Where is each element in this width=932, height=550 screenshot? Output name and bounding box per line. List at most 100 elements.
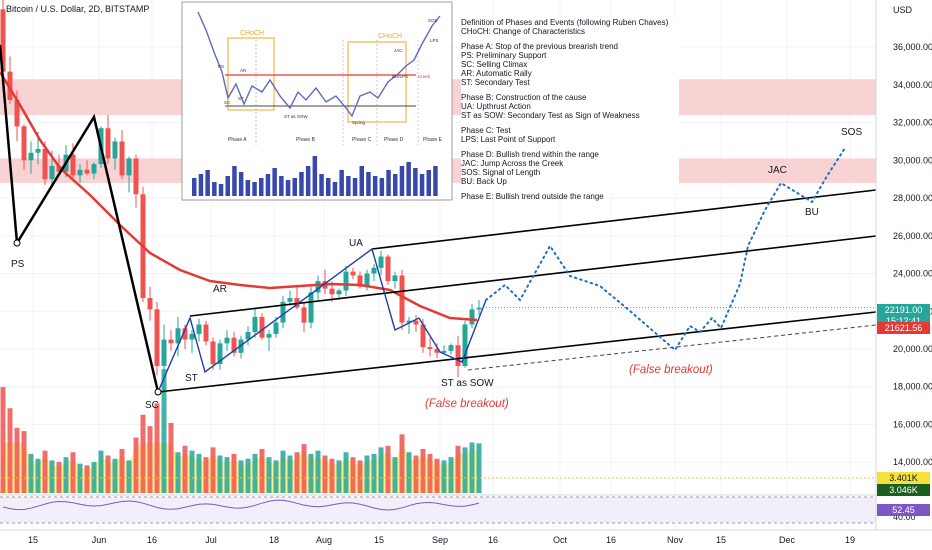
volume-bar	[301, 444, 307, 493]
inset-volume-bar	[245, 180, 251, 196]
candle-body	[364, 273, 370, 287]
last-price-tag: 22191.00	[877, 304, 930, 316]
volume-bar	[343, 452, 349, 493]
volume-bar	[105, 455, 111, 493]
y-tick-label: 14,000.000	[893, 457, 932, 467]
y-tick-label: 24,000.000	[893, 269, 932, 279]
volume-bar	[371, 453, 377, 493]
candle	[168, 330, 174, 351]
candle-body	[182, 328, 188, 340]
candle-body	[266, 333, 272, 338]
inset-event-label: SOS	[428, 18, 438, 23]
volume-bar	[462, 447, 468, 493]
volume-bar	[273, 460, 279, 493]
volume-bar	[28, 453, 34, 493]
candle	[210, 337, 216, 370]
volume-bar	[399, 434, 405, 493]
channel-lower	[157, 311, 877, 393]
candle	[21, 124, 27, 170]
x-tick-label: Jul	[205, 535, 217, 545]
volume-bar	[252, 453, 258, 493]
candle-body	[399, 275, 405, 323]
range-zigzag	[157, 247, 487, 393]
inset-volume-bar	[332, 182, 338, 196]
candle-body	[301, 307, 307, 323]
candle-body	[308, 292, 314, 323]
volume-bar	[336, 460, 342, 493]
y-tick-label: 28,000.000	[893, 193, 932, 203]
inset-volume-bar	[326, 178, 331, 196]
legend-line: CHoCH: Change of Characteristics	[461, 27, 586, 36]
label-bu: BU	[805, 207, 819, 218]
inset-event-label: PS	[218, 64, 224, 69]
volume-bar	[245, 458, 251, 493]
candle-body	[133, 158, 139, 195]
candle	[301, 303, 307, 333]
x-tick-label: Jun	[92, 535, 107, 545]
volume-bar	[35, 458, 41, 493]
candle-body	[413, 320, 419, 325]
volume-bar	[329, 458, 335, 493]
volume-bar	[203, 457, 209, 493]
inset-choch-label: CHoCH	[378, 33, 402, 40]
candle	[266, 330, 272, 351]
inset-volume-bar	[346, 176, 351, 196]
x-tick-label: 19	[845, 535, 855, 545]
rsi-line	[2, 499, 480, 511]
inset-volume-bar	[366, 172, 371, 196]
wyckoff-inset: CHoCH CHoCH Phase A Phase B Phase C Phase D Ph…	[181, 1, 453, 201]
candle	[252, 307, 258, 338]
candle-body	[350, 271, 356, 276]
candle	[28, 141, 34, 174]
inset-phase-label: Phase A	[228, 137, 247, 143]
inset-volume-bar	[413, 168, 418, 196]
volume-bar	[21, 431, 27, 493]
volume-bar	[224, 457, 230, 493]
y-tick-label: 34,000.000	[893, 80, 932, 90]
inset-volume-bar	[426, 170, 431, 196]
candle	[385, 254, 391, 285]
candle	[259, 313, 265, 340]
candle-body	[224, 337, 230, 344]
volume-bar	[308, 453, 314, 493]
candle-body	[476, 307, 482, 310]
candle	[315, 275, 321, 300]
event-marker	[13, 239, 21, 247]
inset-volume-bar	[352, 178, 358, 196]
volume-bar	[42, 450, 48, 493]
volume-bar	[427, 453, 433, 493]
inset-volume-bar	[319, 174, 324, 196]
inset-event-label: JAC	[394, 48, 403, 53]
inset-volume-bar	[238, 172, 244, 196]
y-tick-label: 36,000.000	[893, 42, 932, 52]
candle-body	[392, 275, 398, 282]
rsi-band	[0, 497, 876, 523]
y-tick-label: 20,000.000	[893, 344, 932, 354]
candle-body	[56, 165, 62, 172]
candle	[399, 269, 405, 331]
candle	[133, 154, 139, 208]
candle-body	[287, 298, 293, 302]
candle-body	[469, 309, 475, 325]
candle-body	[336, 290, 342, 295]
candle	[476, 299, 482, 316]
candle-body	[77, 169, 83, 176]
inset-volume-bar	[205, 170, 210, 196]
candle	[91, 162, 97, 180]
candle-body	[126, 158, 132, 176]
candle-body	[259, 316, 265, 338]
candle-body	[42, 148, 48, 180]
volume-bar	[392, 457, 398, 493]
candle	[427, 337, 433, 357]
y-tick-label: 18,000.000	[893, 382, 932, 392]
candle	[189, 330, 195, 353]
volume-bar	[168, 422, 174, 493]
chart-title: Bitcoin / U.S. Dollar, 2D, BITSTAMP	[6, 4, 150, 14]
label-ps: PS	[11, 259, 25, 270]
inset-volume-bar	[232, 166, 237, 196]
legend-line: Phase B: Construction of the cause	[461, 93, 587, 102]
inset-choch-box	[347, 41, 407, 123]
legend-line: ST: Secondary Test	[461, 78, 530, 87]
volume-bar	[441, 460, 447, 493]
